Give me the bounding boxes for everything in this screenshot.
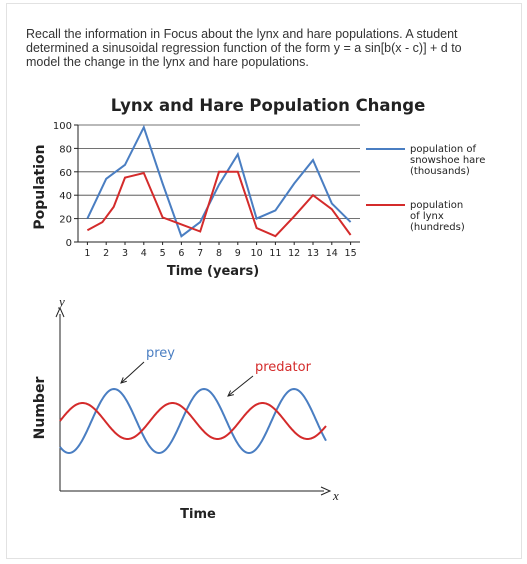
y-tick-labels: 0 20 40 60 80 100: [53, 121, 72, 249]
axes: [74, 124, 360, 245]
y-tick-label: 80: [59, 144, 72, 155]
question-text: Recall the information in Focus about th…: [26, 27, 496, 69]
chart-title: Lynx and Hare Population Change: [111, 96, 426, 115]
predator-label: predator: [255, 360, 312, 375]
x-tick-label: 5: [160, 248, 166, 259]
prey-pointer-line: [120, 361, 145, 384]
lynx-legend-label: population: [410, 200, 463, 211]
x-tick-label: 10: [251, 248, 263, 259]
hare-legend-label: snowshoe hare: [410, 155, 485, 166]
curve-labels: prey predator: [120, 346, 312, 397]
y-tick-label: 100: [53, 121, 72, 132]
lynx-series-line: [86, 170, 352, 238]
question-frame: [6, 3, 522, 559]
x-tick-label: 8: [216, 248, 222, 259]
predator-prey-diagram: Number Time y x prey predator: [32, 294, 339, 522]
y-tick-label: 60: [59, 168, 72, 179]
prey-pointer-arrowhead: [120, 377, 127, 384]
x-tick-label: 15: [345, 248, 357, 259]
y-axis-label: Population: [32, 144, 48, 229]
curves: [59, 387, 327, 455]
y-tick-label: 0: [66, 238, 72, 249]
x-tick-label: 11: [269, 248, 281, 259]
x-tick-label: 13: [307, 248, 319, 259]
x-axis-letter: x: [332, 488, 339, 503]
y-tick-label: 20: [59, 215, 72, 226]
x-tick-label: 9: [235, 248, 241, 259]
population-chart: Lynx and Hare Population Change Populati…: [32, 96, 485, 279]
x-tick-label: 3: [122, 248, 128, 259]
series-lines: [86, 124, 352, 238]
y-tick-label: 40: [59, 191, 72, 202]
lynx-legend-label: of lynx: [410, 211, 444, 222]
x-tick-labels: 1 2 3 4 5 6 7 8 9 10 11 12 13 14 15: [84, 248, 356, 259]
predator-pointer-line: [227, 375, 254, 397]
x-axis-label: Time (years): [167, 264, 259, 279]
hare-legend-label: (thousands): [410, 166, 470, 177]
x-tick-label: 6: [178, 248, 184, 259]
x-tick-label: 2: [103, 248, 109, 259]
prey-label: prey: [146, 346, 175, 361]
prey-curve: [59, 387, 327, 455]
x-tick-label: 7: [197, 248, 203, 259]
x-tick-label: 4: [141, 248, 147, 259]
x-axis-arrow: [320, 486, 332, 496]
x-tick-label: 1: [84, 248, 90, 259]
question-line-3: model the change in the lynx and hare po…: [26, 55, 309, 69]
x-tick-label: 14: [326, 248, 338, 259]
predator-curve: [59, 402, 327, 440]
x-tick-label: 12: [288, 248, 300, 259]
y-axis-arrow: [55, 306, 65, 318]
y-axis-label: Number: [32, 377, 48, 440]
question-line-1: Recall the information in Focus about th…: [26, 27, 458, 41]
question-line-2: determined a sinusoidal regression funct…: [26, 41, 462, 55]
hare-legend-label: population of: [410, 144, 477, 155]
hare-series-line: [86, 124, 352, 238]
predator-pointer-arrowhead: [227, 390, 234, 397]
lynx-legend-label: (hundreds): [410, 222, 465, 233]
x-axis-label: Time: [180, 507, 216, 522]
y-axis-letter: y: [57, 294, 65, 309]
axes: [55, 306, 332, 496]
